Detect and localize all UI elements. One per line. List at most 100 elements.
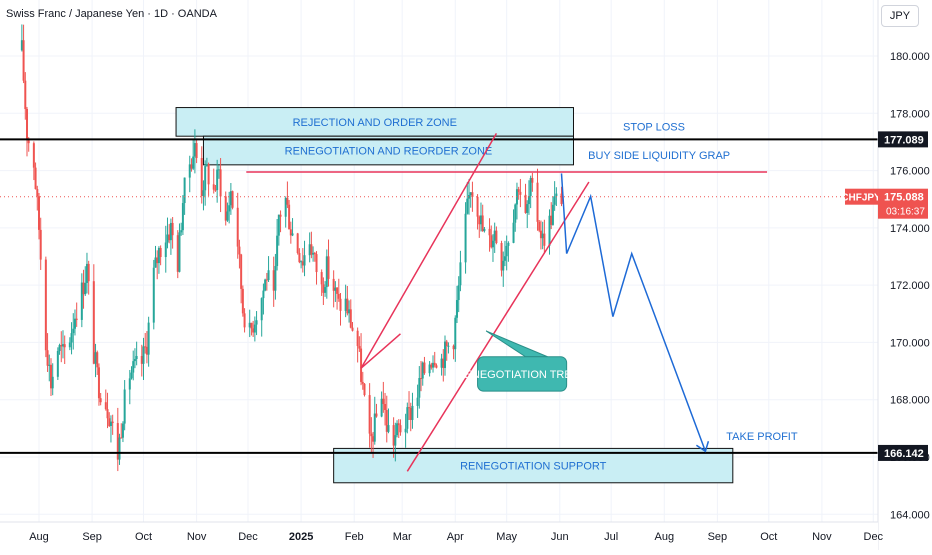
trend-line xyxy=(360,333,401,369)
candle-body xyxy=(312,252,315,255)
annotation-label: BUY SIDE LIQUIDITY GRAP xyxy=(588,150,730,162)
x-axis-panel xyxy=(0,522,878,550)
currency-button[interactable]: JPY xyxy=(881,5,919,27)
candle-body xyxy=(478,216,481,225)
candle-body xyxy=(301,261,304,266)
candle-body xyxy=(500,243,503,271)
candle-body xyxy=(231,191,234,208)
y-tick-label: 172.000 xyxy=(890,280,930,292)
level-price-label: 166.142 xyxy=(884,448,924,460)
candle-body xyxy=(243,313,246,328)
candle-body xyxy=(432,362,435,368)
candle-body xyxy=(253,324,256,333)
candle-body xyxy=(479,215,482,225)
candle-body xyxy=(560,193,563,204)
candle-body xyxy=(38,196,40,230)
candle-body xyxy=(46,350,49,366)
candle-body xyxy=(356,330,359,347)
zone-box xyxy=(333,447,734,484)
level-price-tag xyxy=(878,131,928,148)
candle-body xyxy=(471,192,474,197)
candle-body xyxy=(24,80,27,110)
x-tick-label: Sep xyxy=(82,531,102,543)
candle-body xyxy=(20,40,23,51)
candle-body xyxy=(99,398,102,403)
candle-body xyxy=(428,364,431,374)
candle-body xyxy=(375,413,378,417)
candle-body xyxy=(51,376,54,389)
candle-body xyxy=(176,235,179,272)
candle-body xyxy=(255,320,258,325)
candle-body xyxy=(80,282,83,320)
candle-body xyxy=(392,425,395,446)
candle-body xyxy=(111,421,114,424)
candle-body xyxy=(267,270,270,280)
zone-label: REJECTION AND ORDER ZONE xyxy=(293,117,457,129)
candle-body xyxy=(39,229,42,260)
candle-body xyxy=(396,423,399,436)
candle-body xyxy=(440,358,443,368)
candle-body xyxy=(358,346,361,349)
candle-body xyxy=(34,167,37,190)
zone-box xyxy=(202,135,574,166)
candle-body xyxy=(284,198,287,217)
candle-body xyxy=(502,260,505,271)
candle-body xyxy=(488,228,491,236)
candle-body xyxy=(459,262,462,286)
x-tick-label: 2025 xyxy=(289,531,313,543)
candle-body xyxy=(250,322,253,329)
candle-body xyxy=(291,233,294,236)
candle-body xyxy=(241,288,244,314)
candle-body xyxy=(96,352,99,368)
candle-body xyxy=(288,204,291,230)
y-axis-panel xyxy=(878,0,932,550)
candle-body xyxy=(363,383,366,396)
candle-body xyxy=(183,177,186,204)
x-tick-label: Jun xyxy=(551,531,569,543)
grid xyxy=(0,0,878,522)
candle-body xyxy=(145,346,148,355)
candle-body xyxy=(368,395,371,434)
candle-body xyxy=(325,256,328,288)
candle-body xyxy=(236,207,239,247)
candle-body xyxy=(272,270,275,291)
x-tick-label: Jul xyxy=(604,531,618,543)
candle-body xyxy=(313,252,316,255)
candle-body xyxy=(48,364,51,366)
candle-body xyxy=(409,407,412,420)
candle-body xyxy=(94,352,97,364)
candle-body xyxy=(264,279,267,291)
x-tick-label: Apr xyxy=(447,531,464,543)
candle-body xyxy=(229,191,232,206)
candle-body xyxy=(296,233,299,253)
candle-body xyxy=(551,204,554,225)
symbol-label: CHFJPY xyxy=(841,193,881,204)
y-tick-label: 178.000 xyxy=(890,108,930,120)
candle-body xyxy=(406,407,409,429)
candle-body xyxy=(118,437,121,460)
candle-body xyxy=(279,214,282,217)
y-tick-label: 164.000 xyxy=(890,509,930,521)
candle-body xyxy=(265,279,268,281)
candle-body xyxy=(123,389,126,424)
candle-body xyxy=(344,298,347,311)
candle-body xyxy=(70,333,73,343)
candle-body xyxy=(262,290,265,299)
candle-body xyxy=(169,222,172,241)
candle-body xyxy=(178,232,181,272)
level-price-tag xyxy=(878,444,928,461)
candle-body xyxy=(505,245,508,257)
candle-body xyxy=(553,196,556,205)
candle-body xyxy=(315,254,318,273)
candle-body xyxy=(226,211,229,221)
candle-body xyxy=(157,247,160,264)
candle-body xyxy=(97,367,100,399)
labels: RENEGOTIATION TREND STOP LOSS BUY SIDE LIQ… xyxy=(457,121,798,442)
candle-body xyxy=(87,263,90,282)
annotation-label: TAKE PROFIT xyxy=(726,431,798,443)
candle-body xyxy=(116,423,119,460)
candle-body xyxy=(106,409,109,419)
zone-label: RENEGOTIATION AND REORDER ZONE xyxy=(285,146,493,158)
candle-body xyxy=(22,40,25,81)
candle-body xyxy=(276,235,279,266)
